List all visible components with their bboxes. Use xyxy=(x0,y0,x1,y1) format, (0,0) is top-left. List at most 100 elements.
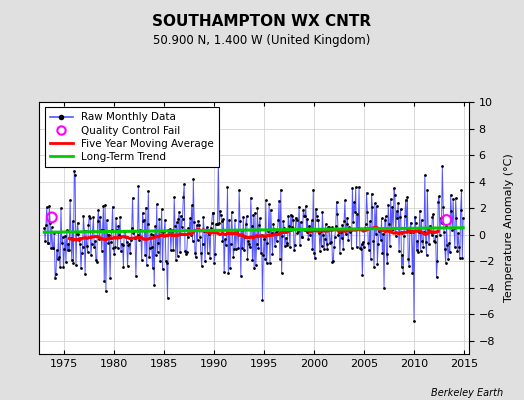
Point xyxy=(449,196,457,202)
Point xyxy=(232,246,240,252)
Point xyxy=(399,269,407,276)
Point xyxy=(380,217,389,224)
Point xyxy=(72,262,80,268)
Point xyxy=(46,220,54,226)
Y-axis label: Temperature Anomaly (°C): Temperature Anomaly (°C) xyxy=(504,154,514,302)
Point xyxy=(322,241,331,247)
Point xyxy=(429,211,438,218)
Point xyxy=(344,237,353,243)
Point xyxy=(279,218,288,224)
Point xyxy=(121,228,129,235)
Point xyxy=(141,204,150,211)
Point xyxy=(455,244,463,251)
Point xyxy=(80,228,89,234)
Point xyxy=(265,201,274,207)
Point xyxy=(280,224,288,231)
Point xyxy=(401,196,410,203)
Point xyxy=(275,198,283,204)
Point xyxy=(438,220,446,227)
Point xyxy=(333,211,342,218)
Point xyxy=(390,185,398,192)
Point xyxy=(253,205,261,211)
Point xyxy=(69,260,78,266)
Point xyxy=(321,236,329,242)
Point xyxy=(425,241,433,248)
Point xyxy=(346,228,354,235)
Point xyxy=(414,249,422,255)
Point xyxy=(76,241,84,247)
Point xyxy=(374,240,383,247)
Point xyxy=(209,210,217,216)
Point xyxy=(93,218,102,224)
Point xyxy=(428,214,436,220)
Point xyxy=(340,218,348,224)
Point xyxy=(291,241,299,248)
Point xyxy=(62,227,71,234)
Point xyxy=(109,244,117,251)
Point xyxy=(62,258,70,265)
Point xyxy=(237,273,245,279)
Point xyxy=(233,230,242,236)
Point xyxy=(127,237,135,243)
Point xyxy=(320,246,328,252)
Point xyxy=(131,235,139,241)
Point xyxy=(406,228,414,235)
Point xyxy=(351,209,359,215)
Point xyxy=(420,229,428,236)
Point xyxy=(68,256,76,263)
Point xyxy=(106,275,114,281)
Point xyxy=(198,241,206,248)
Point xyxy=(151,252,160,258)
Point xyxy=(431,238,439,245)
Point xyxy=(89,228,97,234)
Point xyxy=(104,240,113,246)
Point xyxy=(281,243,289,249)
Point xyxy=(212,221,220,228)
Point xyxy=(381,213,390,220)
Point xyxy=(259,252,267,258)
Point xyxy=(397,264,406,270)
Point xyxy=(198,263,206,270)
Point xyxy=(201,258,209,264)
Point xyxy=(309,186,318,193)
Point xyxy=(422,252,431,258)
Point xyxy=(391,233,400,239)
Point xyxy=(366,218,374,224)
Point xyxy=(103,232,112,239)
Point xyxy=(300,213,308,219)
Point xyxy=(453,248,462,254)
Point xyxy=(233,227,241,233)
Point xyxy=(170,194,178,200)
Point xyxy=(398,252,407,258)
Point xyxy=(91,238,99,244)
Point xyxy=(187,232,195,238)
Point xyxy=(99,227,107,233)
Point xyxy=(41,238,49,245)
Point xyxy=(123,238,131,245)
Point xyxy=(421,172,429,178)
Point xyxy=(184,225,192,232)
Point xyxy=(257,250,265,256)
Point xyxy=(443,242,452,248)
Point xyxy=(147,231,155,237)
Point xyxy=(339,246,347,252)
Point xyxy=(152,201,161,208)
Point xyxy=(56,264,64,270)
Point xyxy=(364,240,373,246)
Point xyxy=(314,216,322,223)
Point xyxy=(157,228,165,234)
Point xyxy=(129,230,138,236)
Point xyxy=(112,215,120,222)
Point xyxy=(441,246,449,252)
Point xyxy=(405,262,413,269)
Point xyxy=(372,230,380,237)
Point xyxy=(349,218,357,225)
Point xyxy=(84,222,93,228)
Point xyxy=(301,213,309,219)
Point xyxy=(363,209,372,215)
Point xyxy=(256,215,264,221)
Point xyxy=(404,256,412,262)
Point xyxy=(255,222,264,228)
Point xyxy=(74,231,83,238)
Point xyxy=(94,206,103,213)
